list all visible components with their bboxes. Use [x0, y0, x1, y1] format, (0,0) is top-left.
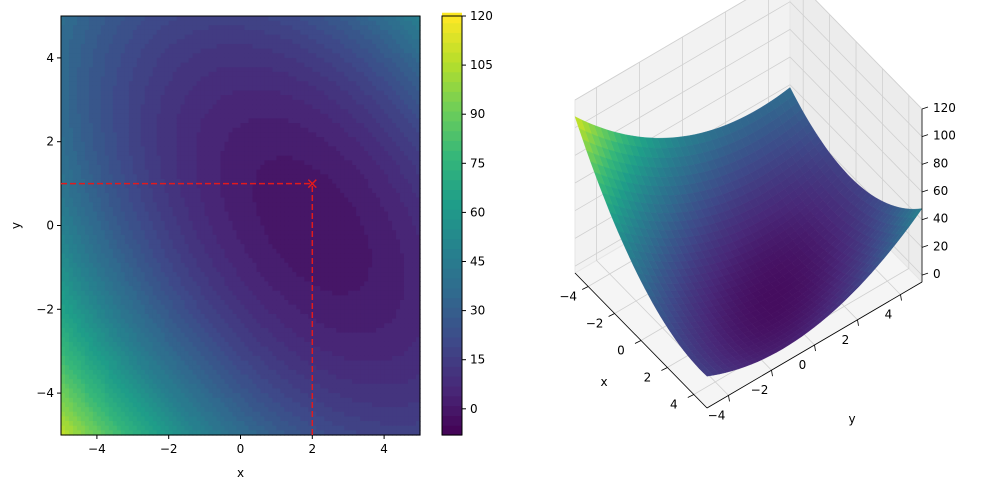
y-tick-label: −4 [36, 386, 54, 400]
x-tick-label: 4 [380, 442, 388, 456]
y-tick-label: −4 [708, 408, 726, 422]
y-tick-label: 0 [799, 358, 807, 372]
minimum-marker [307, 179, 317, 189]
z-tick-label: 80 [933, 156, 948, 170]
x-tick-label: 4 [670, 398, 678, 412]
z-tick-label: 120 [933, 101, 956, 115]
x-axis-label: x [600, 375, 607, 389]
z-grid-line [574, 0, 923, 110]
y-tick-label: 4 [46, 51, 54, 65]
z-tick-mark [921, 217, 929, 221]
colorbar-tick-label: 90 [470, 107, 485, 121]
y-tick-label: −2 [751, 383, 769, 397]
z-grid-line [574, 1, 923, 137]
y-tick-mark [728, 395, 730, 402]
z-tick-label: 60 [933, 184, 948, 198]
colorbar-tick-label: 45 [470, 255, 485, 269]
z-grid-line [574, 28, 923, 165]
colorbar-tick-label: 30 [470, 304, 485, 318]
z-tick-mark [921, 161, 929, 165]
y-tick-mark [900, 294, 902, 301]
z-tick-mark [921, 189, 929, 193]
z-tick-label: 100 [933, 129, 956, 143]
z-tick-label: 20 [933, 239, 948, 253]
x-tick-label: −4 [88, 442, 106, 456]
colorbar-tick-label: 105 [470, 58, 493, 72]
colorbar-tick-label: 120 [470, 9, 493, 23]
x-axis-label: x [237, 466, 244, 480]
z-tick-mark [921, 272, 929, 276]
x-tick-mark [608, 313, 615, 317]
surface-mesh [574, 87, 923, 377]
x-tick-label: 2 [644, 371, 652, 385]
colorbar-tick-label: 60 [470, 205, 485, 219]
x-tick-label: −4 [559, 290, 577, 304]
y-tick-label: 2 [46, 135, 54, 149]
x-tick-mark [634, 340, 642, 344]
z-tick-mark [921, 106, 929, 110]
z-tick-mark [921, 134, 929, 138]
y-tick-label: 4 [885, 308, 893, 322]
y-axis-label: y [9, 222, 23, 229]
y-axis-label: y [848, 412, 855, 426]
contour-plot: −4 −2 0 2 4 −4 −2 0 2 4 x y [9, 15, 421, 480]
colorbar-tick-label: 15 [470, 353, 485, 367]
y-tick-mark [814, 344, 816, 352]
z-tick-label: 40 [933, 212, 948, 226]
colorbar-tick-label: 75 [470, 156, 485, 170]
z-tick-label: 0 [933, 267, 941, 281]
y-tick-label: 0 [46, 219, 54, 233]
x-tick-label: −2 [586, 317, 604, 331]
x-tick-label: 0 [617, 344, 625, 358]
x-tick-label: −2 [160, 442, 178, 456]
colorbar-gradient [442, 12, 462, 436]
x-tick-mark [661, 367, 668, 371]
colorbar-tick-label: 0 [470, 402, 478, 416]
x-tick-label: 0 [237, 442, 245, 456]
contour-fill [61, 16, 421, 436]
x-tick-mark [582, 286, 589, 290]
y-tick-label: −2 [36, 302, 54, 316]
x-tick-mark [687, 394, 694, 398]
colorbar-frame [441, 15, 463, 436]
x-tick-label: 2 [308, 442, 316, 456]
colorbar: 0 15 30 45 60 75 90 105 120 [441, 9, 493, 436]
y-tick-mark [857, 319, 859, 326]
y-tick-mark [771, 370, 773, 377]
y-tick-label: 2 [842, 333, 850, 347]
z-tick-mark [921, 245, 929, 248]
